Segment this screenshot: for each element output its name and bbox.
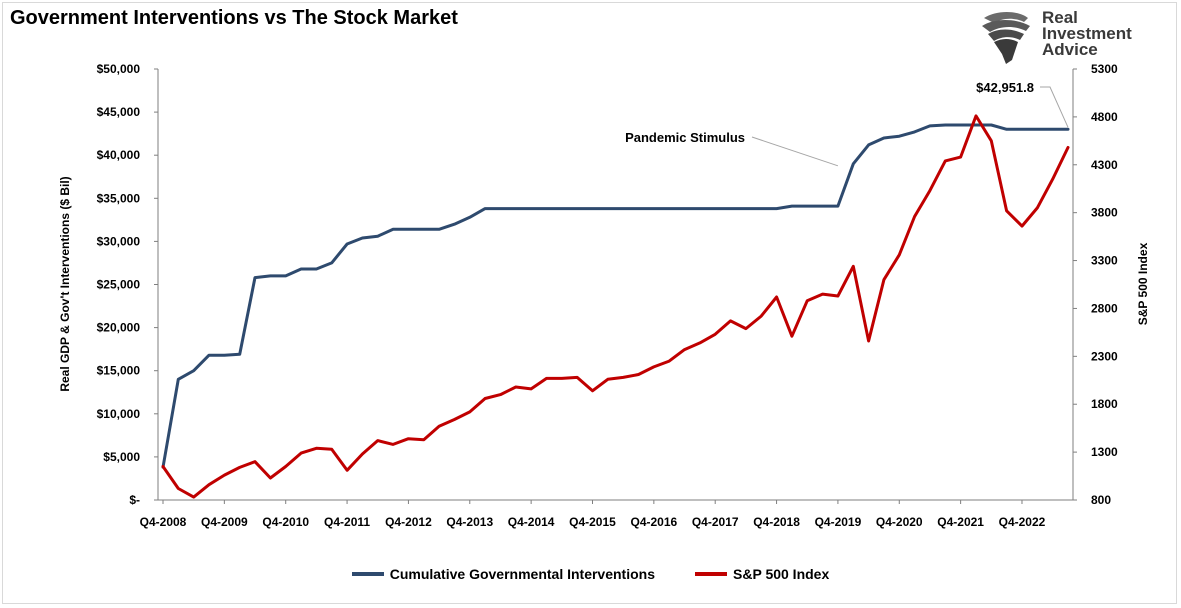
- y-tick-label: $5,000: [103, 450, 140, 464]
- y2-tick-label: 800: [1091, 493, 1111, 507]
- y-tick-label: $10,000: [97, 407, 141, 421]
- logo-line-2: Investment: [1042, 24, 1132, 43]
- legend-label-interventions: Cumulative Governmental Interventions: [389, 566, 656, 582]
- y2-tick-label: 1800: [1091, 397, 1118, 411]
- x-tick-label: Q4-2014: [508, 515, 555, 529]
- y-tick-label: $20,000: [97, 321, 141, 335]
- series-line-interventions: [161, 123, 1070, 469]
- y2-axis-label-group: S&P 500 Index: [1136, 242, 1150, 325]
- y-tick-label: $35,000: [97, 191, 141, 205]
- x-tick-label: Q4-2011: [324, 515, 370, 529]
- line-chart: Real GDP & Gov't Interventions ($ Bil) S…: [58, 62, 1150, 529]
- x-tick-label: Q4-2018: [753, 515, 800, 529]
- tick-labels: $- $5,000 $10,000 $15,000 $20,000 $25,000 $30,…: [97, 62, 1118, 529]
- chart-title: Government Interventions vs The Stock Ma…: [10, 7, 458, 29]
- x-tick-label: Q4-2012: [385, 515, 432, 529]
- y-tick-label: $45,000: [97, 105, 141, 119]
- annotation-final-value: $42,951.8: [976, 80, 1034, 95]
- y-tick-label: $40,000: [97, 148, 141, 162]
- y2-tick-label: 1300: [1091, 445, 1118, 459]
- brand-logo: Real Investment Advice: [978, 8, 1168, 66]
- x-tick-label: Q4-2009: [201, 515, 248, 529]
- logo-line-3: Advice: [1042, 40, 1098, 59]
- y2-tick-label: 3300: [1091, 254, 1118, 268]
- legend-swatch-interventions: [351, 572, 384, 576]
- x-tick-label: Q4-2010: [262, 515, 309, 529]
- legend: Cumulative Governmental Interventions S&…: [0, 566, 1181, 582]
- y2-tick-label: 2800: [1091, 301, 1118, 315]
- y-tick-label: $15,000: [97, 364, 141, 378]
- y-tick-label: $-: [129, 493, 140, 507]
- series-line-sp500: [161, 114, 1070, 499]
- eagle-head-icon: [982, 12, 1030, 64]
- y2-tick-label: 4300: [1091, 158, 1118, 172]
- y-axis-label: Real GDP & Gov't Interventions ($ Bil): [58, 176, 72, 391]
- x-tick-label: Q4-2019: [815, 515, 862, 529]
- x-tick-label: Q4-2017: [692, 515, 739, 529]
- x-tick-label: Q4-2008: [140, 515, 187, 529]
- y2-axis-label: S&P 500 Index: [1136, 242, 1150, 325]
- y2-tick-label: 4800: [1091, 110, 1118, 124]
- annotation-pandemic-stimulus: Pandemic Stimulus: [625, 130, 745, 145]
- x-tick-label: Q4-2015: [569, 515, 616, 529]
- y-tick-label: $30,000: [97, 234, 141, 248]
- x-tick-label: Q4-2021: [937, 515, 984, 529]
- y-tick-label: $50,000: [97, 62, 141, 76]
- annotations: Pandemic Stimulus $42,951.8: [625, 80, 1069, 167]
- legend-label-sp500: S&P 500 Index: [733, 566, 830, 582]
- x-tick-label: Q4-2020: [876, 515, 923, 529]
- y2-tick-label: 2300: [1091, 349, 1118, 363]
- logo-text: Real Investment Advice: [1042, 8, 1132, 59]
- logo-line-1: Real: [1042, 8, 1078, 27]
- legend-swatch-sp500: [695, 572, 728, 576]
- y2-tick-label: 3800: [1091, 206, 1118, 220]
- y-tick-label: $25,000: [97, 278, 141, 292]
- legend-item-interventions: Cumulative Governmental Interventions: [351, 566, 656, 582]
- y-axis-label-group: Real GDP & Gov't Interventions ($ Bil): [58, 176, 72, 391]
- series-lines: [161, 114, 1070, 499]
- x-tick-label: Q4-2016: [630, 515, 677, 529]
- y2-tick-label: 5300: [1091, 62, 1118, 76]
- x-tick-label: Q4-2022: [999, 515, 1046, 529]
- annotation-leader-final-value: [1040, 86, 1069, 128]
- x-tick-label: Q4-2013: [446, 515, 493, 529]
- axes: [154, 68, 1077, 504]
- annotation-leader-pandemic: [751, 136, 839, 167]
- legend-item-sp500: S&P 500 Index: [695, 566, 829, 582]
